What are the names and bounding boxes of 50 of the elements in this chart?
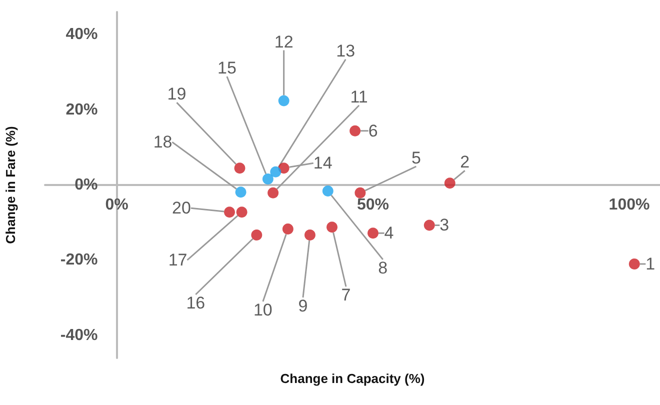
annotation: 8 (378, 258, 388, 278)
y-tick-label: -20% (60, 252, 98, 269)
y-axis-title: Change in Fare (%) (3, 126, 18, 244)
annotation: 10 (253, 300, 272, 320)
point (368, 228, 378, 239)
point (282, 224, 294, 234)
point (251, 230, 262, 241)
annotation: 12 (274, 32, 294, 52)
point (304, 230, 316, 241)
point (234, 162, 246, 174)
annotation: 7 (341, 286, 351, 305)
y-tick-label: -40% (60, 326, 98, 344)
annotation: 13 (336, 41, 356, 60)
annotation: 18 (153, 132, 172, 152)
annotation: 6 (368, 121, 378, 140)
point (270, 166, 282, 178)
x-tick-label: 0% (105, 196, 128, 214)
x-axis-title: Change in Capacity (%) (280, 371, 425, 386)
point (224, 206, 235, 218)
point (444, 178, 456, 189)
point (628, 258, 640, 270)
annotation: 4 (384, 224, 394, 243)
annotation: 5 (411, 148, 421, 168)
annotation: 15 (217, 58, 236, 78)
point (424, 220, 435, 231)
point (278, 95, 290, 106)
y-tick-label: 0% (74, 176, 98, 194)
x-tick-label: 50% (356, 196, 390, 214)
annotation: 14 (313, 154, 332, 173)
annotation: 20 (172, 198, 191, 218)
annotation: 16 (186, 294, 206, 313)
annotation: 1 (646, 254, 656, 274)
y-tick-label: 20% (66, 101, 98, 118)
annotation: 17 (168, 250, 188, 270)
point (278, 162, 290, 174)
point (268, 187, 279, 198)
annotation: 9 (298, 296, 308, 316)
x-tick-label: 100% (608, 196, 650, 214)
y-tick-label: 40% (66, 26, 98, 44)
point (235, 186, 246, 198)
annotation: 19 (167, 84, 186, 104)
annotation: 2 (460, 152, 470, 172)
point (236, 206, 248, 218)
point (262, 173, 274, 184)
point (350, 125, 361, 136)
annotation: 3 (440, 216, 450, 235)
point (354, 187, 366, 198)
point (326, 222, 338, 233)
annotation: 11 (350, 87, 368, 106)
point (322, 186, 334, 197)
